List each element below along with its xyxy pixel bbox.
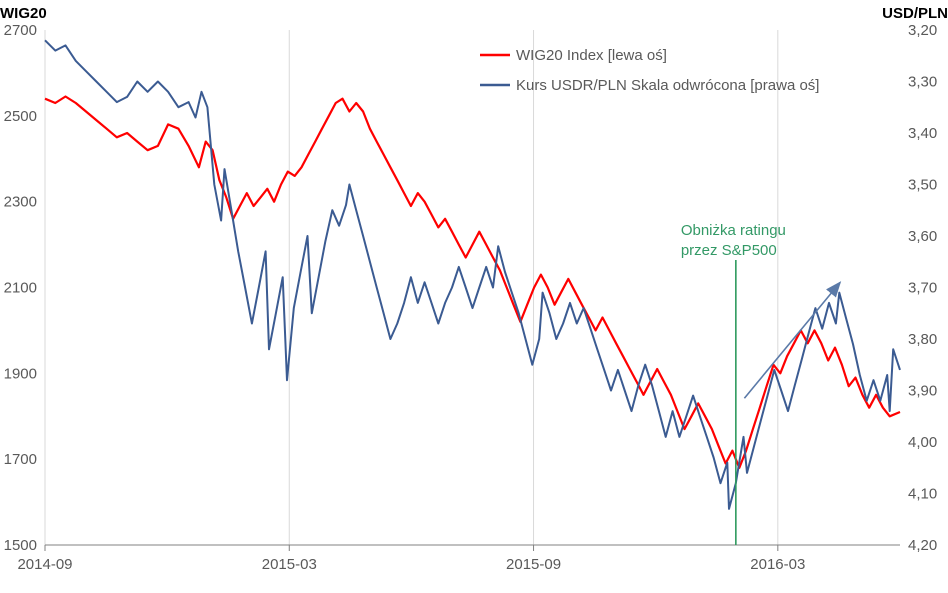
x-tick-label: 2015-03 xyxy=(262,556,317,573)
right-y-tick-label: 3,40 xyxy=(908,125,937,142)
chart-svg: WIG20 USD/PLN 2014-09 2015-03 2015-09 2016-03… xyxy=(0,0,948,593)
annotation-arrow xyxy=(744,282,840,398)
left-y-tick-label: 1500 xyxy=(4,537,37,554)
left-y-tick-label: 2300 xyxy=(4,194,37,211)
right-y-tick-label: 4,20 xyxy=(908,537,937,554)
x-tick-label: 2014-09 xyxy=(17,556,72,573)
right-y-tick-label: 3,30 xyxy=(908,74,937,91)
right-y-tick-label: 3,90 xyxy=(908,383,937,400)
annotation-text: przez S&P500 xyxy=(681,242,777,259)
right-y-tick-label: 3,80 xyxy=(908,331,937,348)
x-tick-label: 2015-09 xyxy=(506,556,561,573)
legend-label: WIG20 Index [lewa oś] xyxy=(516,47,667,64)
left-y-tick-label: 1900 xyxy=(4,365,37,382)
annotation-text: Obniżka ratingu xyxy=(681,222,786,239)
left-y-tick-label: 2500 xyxy=(4,108,37,125)
right-axis-title: USD/PLN xyxy=(882,5,948,22)
right-y-tick-label: 3,60 xyxy=(908,228,937,245)
legend-label: Kurs USDR/PLN Skala odwrócona [prawa oś] xyxy=(516,77,819,94)
left-y-tick-label: 2100 xyxy=(4,280,37,297)
x-tick-label: 2016-03 xyxy=(750,556,805,573)
right-y-tick-label: 3,50 xyxy=(908,177,937,194)
series-USD/PLN (inverted) xyxy=(45,40,900,509)
right-y-tick-label: 3,70 xyxy=(908,280,937,297)
right-y-tick-label: 4,00 xyxy=(908,434,937,451)
left-axis-title: WIG20 xyxy=(0,5,47,22)
series-WIG20 xyxy=(45,97,900,468)
left-y-tick-label: 2700 xyxy=(4,22,37,39)
left-y-tick-label: 1700 xyxy=(4,451,37,468)
right-y-tick-label: 4,10 xyxy=(908,486,937,503)
chart-container: WIG20 USD/PLN 2014-09 2015-03 2015-09 2016-03… xyxy=(0,0,948,593)
right-y-tick-label: 3,20 xyxy=(908,22,937,39)
